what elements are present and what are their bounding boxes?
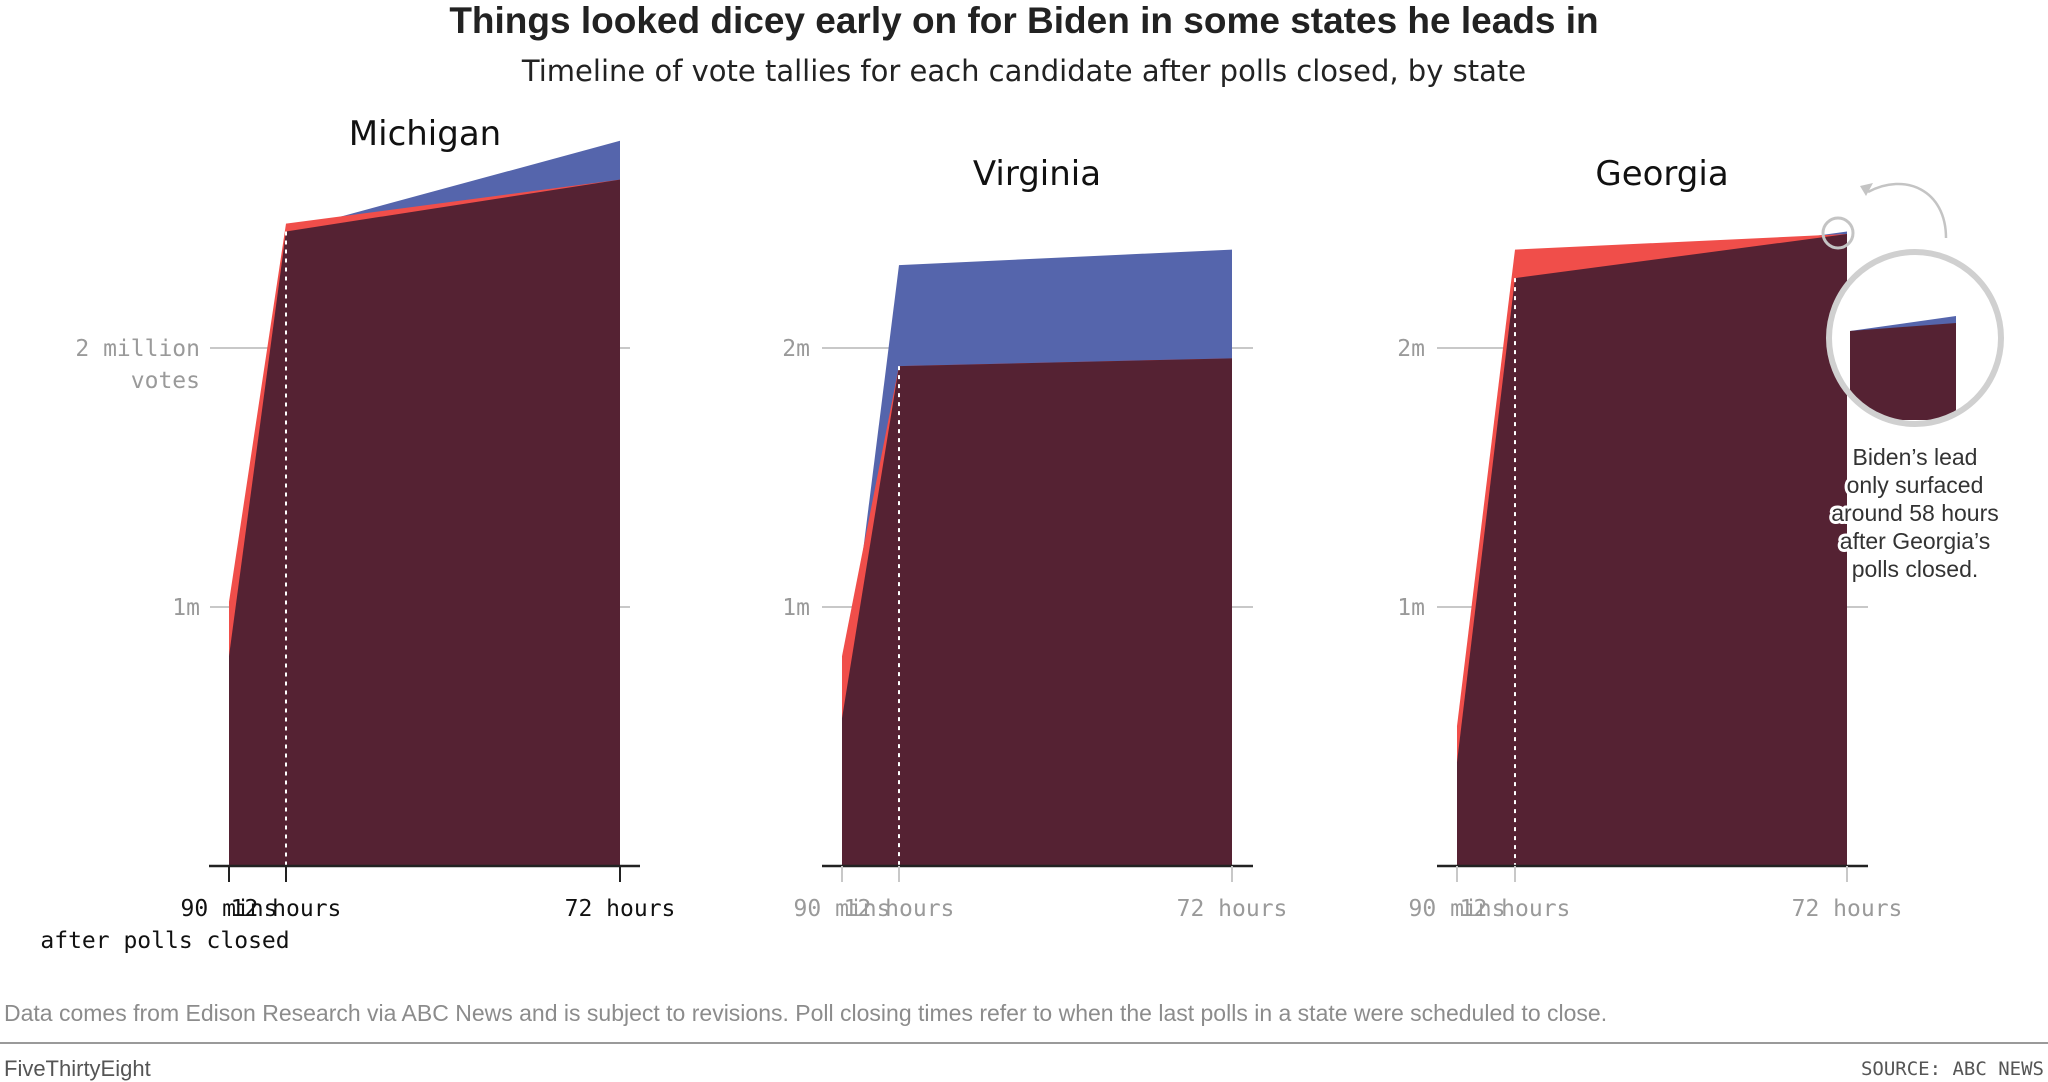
- chart-subtitle: Timeline of vote tallies for each candid…: [521, 54, 1527, 88]
- x-tick-label: 90 mins: [794, 896, 891, 922]
- x-tick-label: 72 hours: [1177, 896, 1288, 922]
- area-overlap: [229, 179, 620, 866]
- x-tick-label: 90 mins: [1409, 896, 1506, 922]
- panel-title-virginia: Virginia: [973, 154, 1101, 194]
- panel-title-michigan: Michigan: [349, 114, 501, 154]
- x-tick-label: 90 mins: [181, 896, 278, 922]
- x-tick-sublabel: after polls closed: [40, 928, 289, 954]
- area-overlap: [1457, 234, 1847, 867]
- y-tick-label: 1m: [782, 595, 810, 621]
- x-tick-label: 12 hours: [231, 896, 342, 922]
- panel-title-georgia: Georgia: [1595, 154, 1728, 194]
- y-tick-label: votes: [131, 368, 200, 394]
- zoom-overlap: [1850, 323, 1956, 424]
- x-tick-label: 72 hours: [565, 896, 676, 922]
- callout-text-line: only surfaced: [1847, 472, 1984, 498]
- callout-arrowhead: [1860, 183, 1873, 196]
- callout-text-line: polls closed.: [1852, 556, 1979, 582]
- footnote: Data comes from Edison Research via ABC …: [4, 1000, 1608, 1026]
- callout-arrow: [1867, 182, 1948, 239]
- y-tick-label: 2 million: [75, 336, 200, 362]
- zoom-inset: [1829, 252, 2001, 424]
- x-tick-label: 12 hours: [1460, 896, 1571, 922]
- area-overlap: [842, 358, 1232, 866]
- y-tick-label: 1m: [172, 595, 200, 621]
- y-tick-label: 2m: [782, 336, 810, 362]
- y-tick-label: 2m: [1397, 336, 1425, 362]
- zoom-marker-circle: [1821, 216, 1855, 250]
- zoom-ring: [1826, 249, 2004, 427]
- chart-title: Things looked dicey early on for Biden i…: [449, 0, 1599, 41]
- x-tick-label: 72 hours: [1792, 896, 1903, 922]
- brand-label: FiveThirtyEight: [4, 1056, 151, 1081]
- y-tick-label: 1m: [1397, 595, 1425, 621]
- callout-text-line: Biden’s lead: [1853, 444, 1978, 470]
- callout-text-line: after Georgia’s: [1840, 528, 1990, 554]
- footer-rule: [0, 1042, 2048, 1044]
- callout-text-line: around 58 hours: [1831, 500, 1999, 526]
- source-label: SOURCE: ABC NEWS: [1860, 1058, 2044, 1080]
- x-tick-label: 12 hours: [844, 896, 955, 922]
